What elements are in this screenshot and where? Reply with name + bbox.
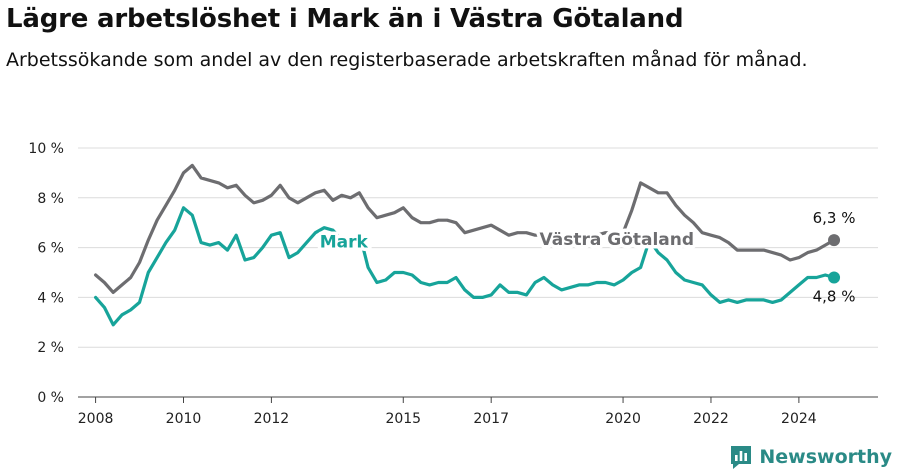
x-tick-label: 2012 xyxy=(254,411,290,427)
chart-title: Lägre arbetslöshet i Mark än i Västra Gö… xyxy=(6,4,684,34)
end-value-label: 4,8 % xyxy=(813,287,856,305)
x-tick-label: 2008 xyxy=(78,411,114,427)
y-tick-label: 0 % xyxy=(37,390,64,406)
x-tick-label: 2020 xyxy=(605,411,641,427)
newsworthy-logo-icon xyxy=(731,446,752,469)
x-tick-label: 2015 xyxy=(385,411,421,427)
series-line-v-stra-g-taland xyxy=(93,163,836,294)
brand-name: Newsworthy xyxy=(759,446,892,468)
end-point-v-stra-g-taland xyxy=(828,234,841,247)
y-tick-label: 4 % xyxy=(37,290,64,306)
y-tick-label: 8 % xyxy=(37,191,64,207)
chart-subtitle: Arbetssökande som andel av den registerb… xyxy=(6,49,808,71)
y-tick-label: 6 % xyxy=(37,241,64,257)
x-tick-label: 2022 xyxy=(693,411,729,427)
x-tick-label: 2017 xyxy=(473,411,509,427)
series-label: Västra Götaland xyxy=(540,230,695,250)
series-label: Mark xyxy=(320,233,369,253)
x-tick-label: 2010 xyxy=(166,411,202,427)
series-line-mark xyxy=(93,206,836,327)
end-value-label: 6,3 % xyxy=(813,209,856,227)
brand-logo: Newsworthy xyxy=(729,444,892,470)
x-tick-label: 2024 xyxy=(781,411,817,427)
end-point-mark xyxy=(828,271,841,284)
y-tick-label: 2 % xyxy=(37,340,64,356)
y-tick-label: 10 % xyxy=(28,141,64,157)
